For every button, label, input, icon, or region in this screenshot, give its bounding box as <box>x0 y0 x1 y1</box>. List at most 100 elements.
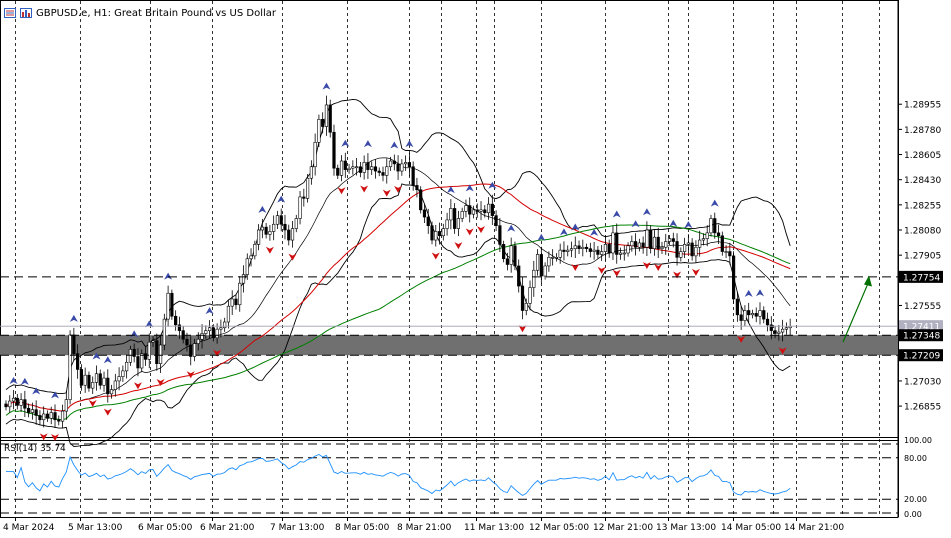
candle-body <box>581 246 585 249</box>
fractal-down-arrow <box>737 335 746 343</box>
price-tag: 1.27348 <box>903 332 940 342</box>
y-tick-label: 1.28080 <box>904 227 941 237</box>
projection-head <box>864 275 872 287</box>
candle-body <box>207 327 212 331</box>
candle-body <box>426 216 430 226</box>
fractal-up-arrow <box>103 356 112 364</box>
candle-body <box>245 258 249 275</box>
horizontal-levels <box>0 276 898 356</box>
candle-body <box>177 324 182 331</box>
candle-body <box>249 255 253 260</box>
candle-body <box>128 349 133 363</box>
candle-body <box>539 254 543 277</box>
candle-body <box>769 324 773 331</box>
candle-body <box>713 218 717 234</box>
candle-body <box>347 167 351 170</box>
candle-body <box>196 338 200 344</box>
candle-body <box>290 228 295 241</box>
fractal-up-arrow <box>258 205 267 213</box>
fractal-down-arrow <box>477 226 486 234</box>
candle-body <box>170 292 174 317</box>
fractal-up-arrow <box>277 195 286 203</box>
candle-body <box>109 389 114 395</box>
chart-bars-icon[interactable] <box>20 8 32 18</box>
candle-body <box>11 397 16 402</box>
candle-body <box>709 218 713 234</box>
candle-body <box>543 265 547 277</box>
y-tick-label: 1.26855 <box>904 403 941 413</box>
candle-body <box>98 373 102 386</box>
candle-body <box>679 251 683 258</box>
fractal-down-arrow <box>360 185 369 193</box>
fractal-up-arrow <box>559 228 568 236</box>
y-tick-label: 1.28605 <box>904 151 941 161</box>
candle-body <box>49 412 53 419</box>
candle-body <box>385 166 389 176</box>
fractal-down-arrow <box>691 268 700 276</box>
rsi-scale-label: 0.00 <box>904 510 922 519</box>
candle-body <box>773 330 777 334</box>
fractal-down-arrow <box>571 264 580 272</box>
fractal-up-arrow <box>631 220 640 228</box>
candle-body <box>381 172 385 176</box>
candle-body <box>694 246 698 257</box>
fractal-down-arrow <box>382 189 391 197</box>
candle-body <box>158 344 163 364</box>
candle-body <box>453 208 457 229</box>
x-tick-label: 8 Mar 21:00 <box>397 523 452 533</box>
candle-body <box>211 327 215 339</box>
candle-body <box>754 313 758 317</box>
candle-body <box>4 403 8 408</box>
y-tick-label: 1.28780 <box>904 126 941 136</box>
candle-body <box>223 321 227 329</box>
candle-body <box>652 236 657 249</box>
candle-body <box>234 298 238 306</box>
candle-body <box>140 353 144 369</box>
candle-body <box>106 377 110 395</box>
candle-body <box>468 205 472 215</box>
symbol-description: Great Britain Pound vs US Dollar <box>114 7 277 19</box>
fractal-up-arrow <box>684 221 693 229</box>
candle-body <box>743 310 747 321</box>
candle-body <box>355 166 359 169</box>
candle-body <box>230 298 234 307</box>
candle-body <box>396 163 400 172</box>
candle-body <box>739 314 743 321</box>
x-tick-label: 12 Mar 05:00 <box>529 523 589 533</box>
candle-body <box>279 215 283 225</box>
candle-body <box>437 231 442 237</box>
candle-body <box>622 252 626 255</box>
fractal-down-arrow <box>39 433 48 441</box>
fractal-down-arrow <box>673 271 682 279</box>
candle-body <box>551 257 555 259</box>
candle-body <box>76 353 80 370</box>
candle-body <box>113 380 117 390</box>
fractal-up-arrow <box>642 208 651 216</box>
price-tag-box <box>899 270 943 283</box>
candle-body <box>750 313 755 316</box>
window-list-icon[interactable] <box>4 8 16 18</box>
candle-body <box>151 340 155 343</box>
fractal-down-arrow <box>778 347 787 355</box>
price-tag-box <box>899 329 943 342</box>
candlesticks <box>4 95 792 428</box>
candle-body <box>724 251 728 253</box>
candle-body <box>34 409 38 416</box>
candle-body <box>238 282 242 306</box>
y-tick-label: 1.28955 <box>904 101 941 111</box>
fractal-arrows <box>9 82 787 441</box>
candle-body <box>23 399 27 409</box>
fractal-up-arrow <box>145 320 154 328</box>
candle-body <box>505 258 510 265</box>
fractal-down-arrow <box>642 262 651 270</box>
candle-body <box>117 376 121 382</box>
candle-body <box>573 245 577 249</box>
candle-body <box>79 369 83 386</box>
candle-body <box>716 232 721 237</box>
candle-body <box>155 340 159 364</box>
candle-body <box>283 223 287 231</box>
moving-averages <box>5 183 791 420</box>
candle-body <box>294 218 298 229</box>
candle-body <box>649 229 653 249</box>
